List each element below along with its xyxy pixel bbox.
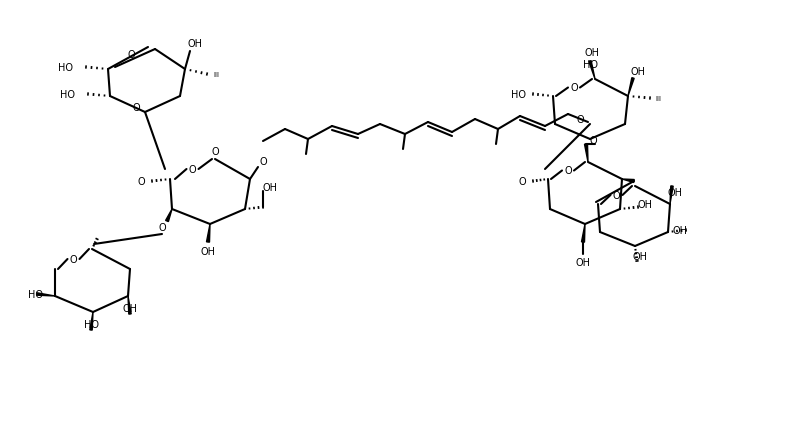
Polygon shape xyxy=(582,224,585,243)
Polygon shape xyxy=(166,210,172,222)
Text: O: O xyxy=(259,157,267,167)
Text: O: O xyxy=(69,254,77,264)
Text: HO: HO xyxy=(28,289,43,299)
Text: O: O xyxy=(564,166,571,176)
Polygon shape xyxy=(128,296,132,314)
Text: HO: HO xyxy=(60,90,75,100)
Polygon shape xyxy=(206,224,210,243)
Text: OH: OH xyxy=(673,226,688,236)
Text: III: III xyxy=(655,96,661,102)
Text: HO: HO xyxy=(84,319,99,329)
Polygon shape xyxy=(628,79,634,97)
Text: OH: OH xyxy=(630,67,646,77)
Text: OH: OH xyxy=(668,187,682,197)
Text: OH: OH xyxy=(123,303,138,313)
Polygon shape xyxy=(622,180,634,183)
Text: O: O xyxy=(158,223,166,233)
Polygon shape xyxy=(584,145,588,163)
Text: O: O xyxy=(132,103,139,113)
Text: III: III xyxy=(213,72,219,78)
Text: O: O xyxy=(570,83,578,93)
Polygon shape xyxy=(90,312,93,330)
Text: HO: HO xyxy=(58,63,73,73)
Text: HO: HO xyxy=(511,90,526,100)
Text: O: O xyxy=(613,191,620,201)
Text: O: O xyxy=(576,115,584,125)
Text: OH: OH xyxy=(575,257,591,267)
Text: HO: HO xyxy=(583,60,598,70)
Text: OH: OH xyxy=(633,251,647,261)
Text: O: O xyxy=(518,177,526,187)
Text: OH: OH xyxy=(638,200,653,210)
Text: O: O xyxy=(137,177,145,187)
Text: O: O xyxy=(189,164,196,174)
Polygon shape xyxy=(670,187,673,204)
Text: O: O xyxy=(211,147,219,157)
Text: OH: OH xyxy=(187,39,202,49)
Polygon shape xyxy=(37,293,55,296)
Text: O: O xyxy=(128,50,135,60)
Text: O: O xyxy=(589,136,597,146)
Text: OH: OH xyxy=(201,247,215,256)
Text: OH: OH xyxy=(262,183,277,193)
Text: OH: OH xyxy=(584,48,599,58)
Polygon shape xyxy=(589,62,595,80)
